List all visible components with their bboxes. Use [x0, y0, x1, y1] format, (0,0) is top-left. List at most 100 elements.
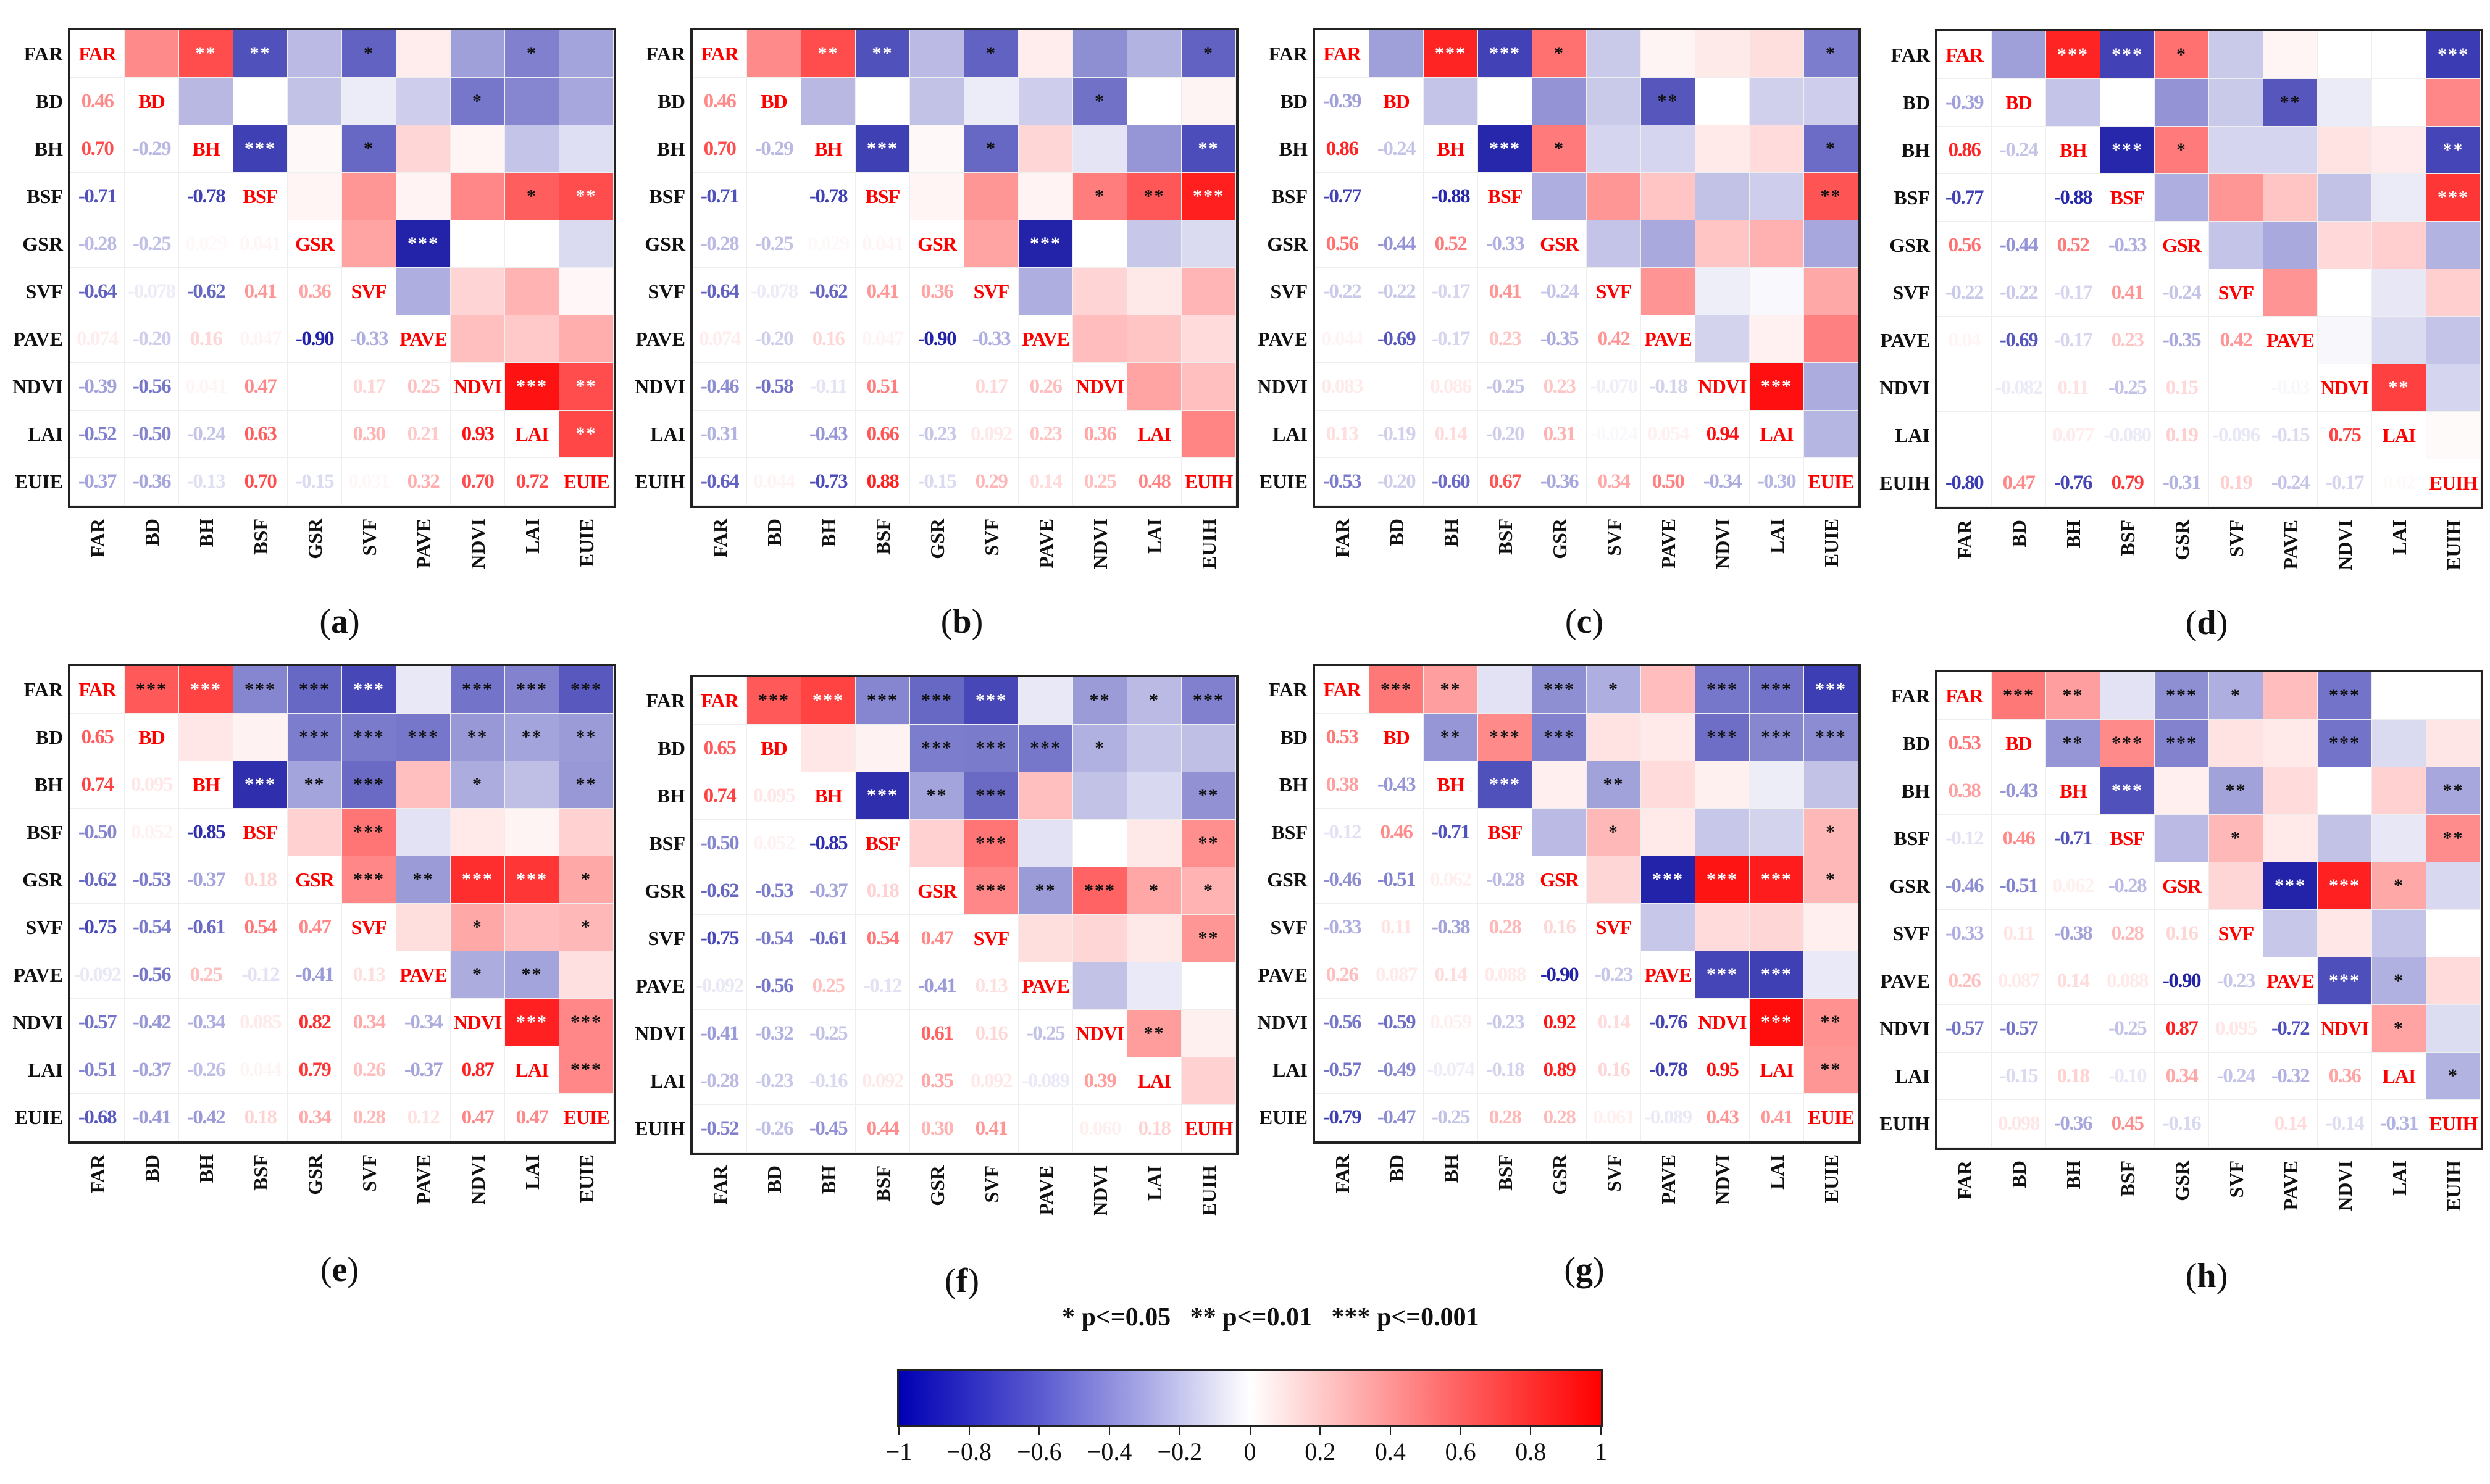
- significance-stars: ***: [2112, 780, 2143, 801]
- significance-stars: ***: [190, 679, 222, 699]
- correlation-cell: **: [1182, 820, 1236, 867]
- correlation-value: -0.90: [2155, 957, 2209, 1005]
- significance-stars: **: [575, 186, 597, 206]
- correlation-value: -0.23: [2209, 957, 2263, 1005]
- correlation-cell: ***: [1695, 856, 1750, 904]
- correlation-value: 0.29: [964, 458, 1019, 506]
- correlation-value: 0.044: [1315, 315, 1369, 363]
- significance-stars: ***: [407, 233, 439, 254]
- correlation-value: 0.38: [1315, 761, 1369, 809]
- correlation-cell: [2318, 815, 2372, 862]
- correlation-value: -0.41: [693, 1010, 747, 1057]
- correlation-value: -0.57: [70, 999, 125, 1046]
- column-label: PAVE: [412, 1154, 435, 1204]
- significance-stars: **: [575, 376, 597, 396]
- correlation-value: 0.26: [1019, 363, 1073, 411]
- correlation-cell: [1641, 714, 1695, 761]
- significance-stars: **: [872, 43, 893, 64]
- correlation-cell: [451, 315, 505, 363]
- column-label: NDVI: [1711, 519, 1734, 569]
- correlation-value: -0.34: [396, 999, 451, 1046]
- row-label: BSF: [1271, 821, 1308, 843]
- significance-stars: ***: [867, 785, 898, 806]
- correlation-cell: *: [1182, 30, 1236, 78]
- column-label: PAVE: [1035, 519, 1057, 569]
- correlation-value: -0.56: [125, 363, 179, 411]
- column-label: EUIH: [1198, 1165, 1220, 1216]
- correlation-value: 0.66: [856, 411, 910, 458]
- correlation-cell: [2426, 364, 2481, 412]
- correlation-value: 0.56: [1937, 222, 1992, 269]
- diagonal-label: EUIH: [1182, 1105, 1236, 1153]
- column-label: EUIE: [575, 519, 598, 567]
- correlation-value: 0.029: [179, 220, 233, 268]
- correlation-value: -0.28: [2100, 862, 2155, 910]
- diagonal-label: LAI: [2372, 412, 2426, 459]
- diagonal-label: EUIE: [559, 458, 614, 506]
- correlation-cell: [1127, 962, 1182, 1010]
- row-label: LAI: [28, 1059, 63, 1081]
- correlation-value: -0.46: [693, 363, 747, 411]
- correlation-value: -0.33: [964, 315, 1019, 363]
- column-label: FAR: [1953, 520, 1976, 559]
- correlation-cell: *: [964, 125, 1019, 173]
- row-label: SVF: [648, 927, 685, 949]
- row-label: EUIH: [635, 1117, 685, 1140]
- correlation-value: 0.087: [1369, 951, 1424, 999]
- row-label: BD: [658, 737, 685, 759]
- correlation-value: 0.12: [396, 1094, 451, 1141]
- correlation-value: 0.28: [1532, 1094, 1587, 1141]
- correlation-value: [1937, 1053, 1992, 1100]
- column-label: LAI: [1766, 1154, 1788, 1190]
- correlation-cell: **: [179, 30, 233, 78]
- correlation-value: -0.56: [747, 962, 801, 1010]
- diagonal-label: NDVI: [1073, 363, 1127, 411]
- colorbar-tick-mark: [1389, 1426, 1391, 1435]
- correlation-cell: ***: [505, 666, 559, 714]
- column-label: GSR: [2171, 1161, 2193, 1201]
- correlation-value: 0.46: [693, 78, 747, 125]
- correlation-cell: [1587, 856, 1641, 904]
- correlation-value: 0.34: [2155, 1053, 2209, 1100]
- correlation-cell: ***: [1369, 666, 1424, 714]
- row-label: BD: [1280, 726, 1308, 748]
- correlation-value: -0.03: [2263, 364, 2318, 412]
- correlation-value: -0.28: [1478, 856, 1532, 904]
- significance-stars: ***: [976, 880, 1007, 901]
- row-label: PAVE: [635, 328, 685, 350]
- correlation-cell: ***: [964, 772, 1019, 820]
- correlation-cell: ***: [1992, 672, 2046, 720]
- significance-stars: **: [1603, 774, 1624, 794]
- correlation-value: 0.63: [233, 411, 288, 458]
- significance-stars: *: [2231, 828, 2241, 848]
- correlation-cell: ***: [1641, 856, 1695, 904]
- correlation-cell: [1804, 363, 1858, 411]
- significance-stars: **: [1820, 186, 1842, 206]
- row-label: PAVE: [635, 975, 685, 997]
- significance-stars: **: [575, 423, 597, 444]
- significance-stars: *: [2231, 685, 2241, 706]
- diagonal-label: SVF: [964, 915, 1019, 962]
- correlation-cell: [2426, 672, 2481, 720]
- correlation-cell: [1127, 125, 1182, 173]
- correlation-value: 0.25: [179, 951, 233, 999]
- correlation-cell: [1019, 173, 1073, 220]
- diagonal-label: BSF: [856, 173, 910, 220]
- correlation-value: -0.41: [910, 962, 964, 1010]
- correlation-cell: [1073, 772, 1127, 820]
- row-label: NDVI: [1257, 1011, 1308, 1033]
- correlation-value: 0.48: [1127, 458, 1182, 506]
- correlation-value: -0.12: [233, 951, 288, 999]
- column-label: BD: [763, 519, 785, 546]
- correlation-value: -0.69: [1992, 317, 2046, 364]
- correlation-cell: [1587, 173, 1641, 220]
- row-label: GSR: [645, 880, 685, 902]
- diagonal-label: LAI: [1127, 1057, 1182, 1105]
- correlation-cell: [2263, 269, 2318, 317]
- correlation-value: 0.79: [2100, 459, 2155, 507]
- correlation-value: 0.16: [801, 315, 856, 363]
- diagonal-label: BD: [1992, 720, 2046, 767]
- correlation-value: 0.041: [179, 363, 233, 411]
- diagonal-label: SVF: [342, 268, 396, 315]
- correlation-value: -0.47: [1369, 1094, 1424, 1141]
